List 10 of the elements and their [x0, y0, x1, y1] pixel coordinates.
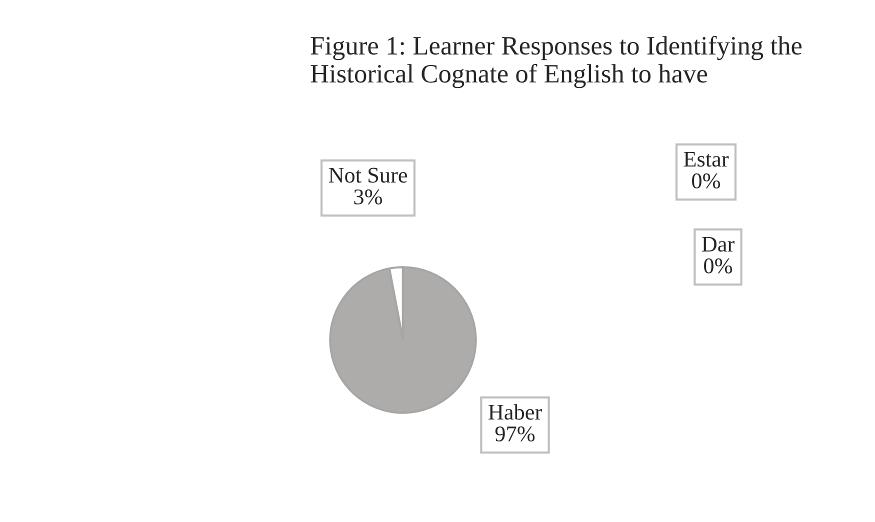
data-label: 3%: [354, 189, 382, 204]
category-label: Estar: [684, 152, 729, 167]
data-label: 97%: [495, 426, 535, 442]
category-label: Dar: [702, 236, 734, 252]
text: 0%: [704, 258, 732, 274]
pie-slice: [329, 266, 477, 414]
chart-title: Figure 1: Learner Responses to Identifying the Historical Cognate of English to have: [310, 36, 802, 88]
slice-label: Haber: [488, 404, 542, 420]
text: 0%: [692, 173, 720, 188]
slice-label: Not Sure: [328, 168, 408, 183]
